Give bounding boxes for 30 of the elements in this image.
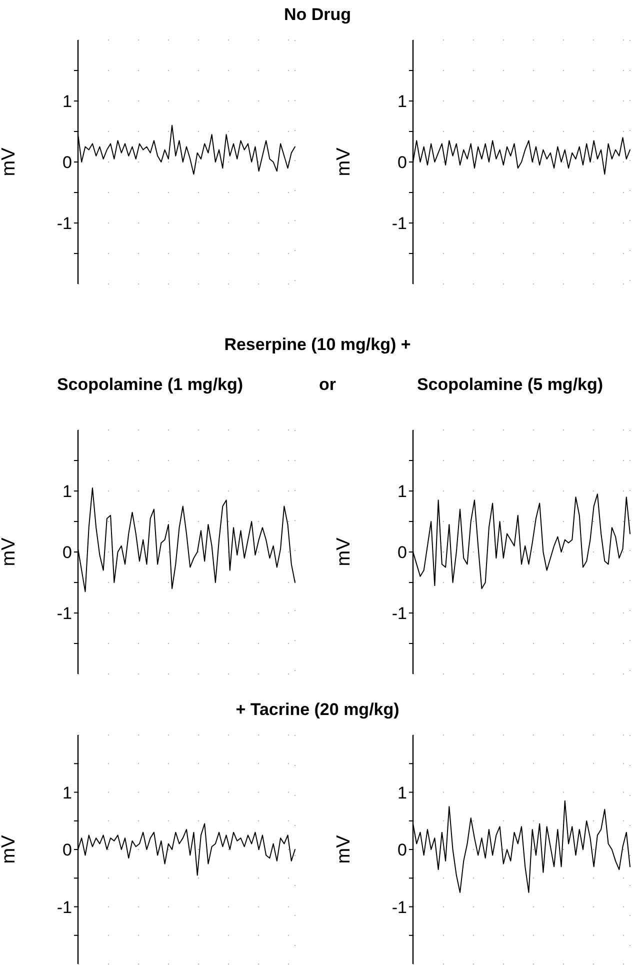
y-tick-label: 1: [62, 92, 72, 112]
y-tick-label: -1: [56, 604, 72, 624]
y-axis-title: mV: [0, 147, 20, 176]
y-tick-label: 0: [62, 153, 72, 172]
y-tick-label: 1: [398, 92, 407, 112]
y-tick-label: 0: [62, 543, 72, 562]
y-axis-title: mV: [0, 834, 20, 864]
y-tick-label: 1: [62, 482, 72, 502]
y-tick-label: -1: [392, 604, 407, 624]
y-axis-title: mV: [0, 537, 20, 566]
y-tick-label: 0: [398, 153, 407, 172]
y-tick-label: -1: [392, 214, 407, 234]
y-axis-title: mV: [334, 147, 355, 176]
y-tick-label: 0: [398, 840, 407, 860]
y-axis-title: mV: [334, 834, 355, 864]
text: or: [318, 375, 337, 395]
chart-title: Reserpine (10 mg/kg) +: [223, 335, 412, 355]
chart-title: + Tacrine (20 mg/kg): [234, 700, 400, 720]
chart-subtitle: Scopolamine (1 mg/kg): [56, 375, 244, 395]
y-tick-label: 1: [62, 783, 72, 802]
y-tick-label: 1: [398, 482, 407, 502]
y-tick-label: -1: [56, 898, 72, 917]
chart-title: No Drug: [282, 5, 352, 25]
y-tick-label: -1: [392, 898, 407, 917]
y-tick-label: 0: [398, 543, 407, 562]
y-tick-label: 0: [62, 840, 72, 860]
y-axis-title: mV: [334, 537, 355, 566]
y-tick-label: 1: [398, 783, 407, 802]
y-tick-label: -1: [56, 214, 72, 234]
chart-subtitle: Scopolamine (5 mg/kg): [416, 375, 604, 395]
